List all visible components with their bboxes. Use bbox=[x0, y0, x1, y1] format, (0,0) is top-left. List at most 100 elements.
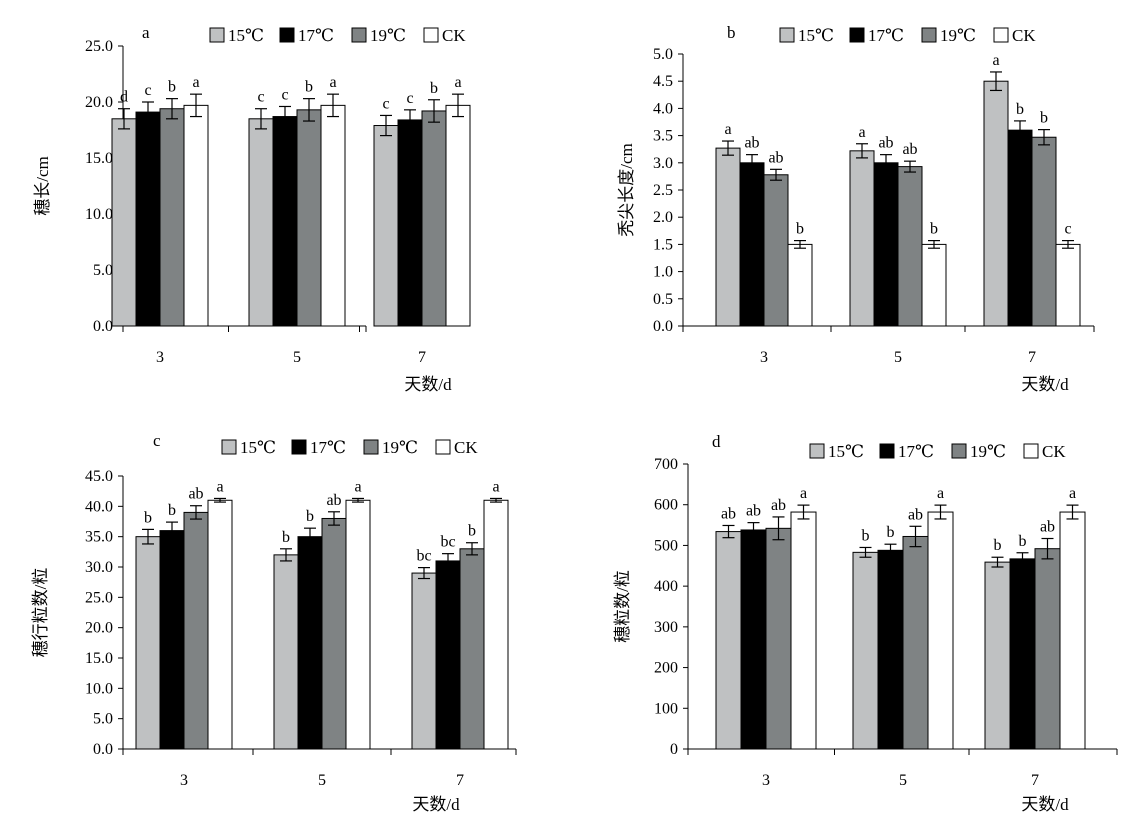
y-tick-label: 0.0 bbox=[653, 318, 673, 335]
significance-label: a bbox=[329, 74, 336, 91]
y-tick-label: 5.0 bbox=[93, 711, 113, 728]
significance-label: b bbox=[468, 523, 476, 540]
legend-label: 19℃ bbox=[940, 26, 976, 45]
legend-swatch bbox=[951, 443, 967, 459]
chart-panel-a: a0.05.010.015.020.025.03 5 7d c cc c cb b ba a a穗长… bbox=[33, 23, 471, 366]
legend: 15℃ 17℃ 19℃ CK bbox=[209, 26, 466, 45]
y-tick-label: 4.5 bbox=[653, 73, 673, 90]
y-tick-label: 600 bbox=[654, 497, 678, 514]
y-tick-label: 300 bbox=[654, 619, 678, 636]
bar bbox=[483, 499, 509, 750]
y-tick-label: 40.0 bbox=[85, 498, 113, 515]
significance-label: b bbox=[144, 509, 152, 526]
bar bbox=[902, 535, 929, 750]
bar bbox=[296, 109, 322, 327]
significance-label: ab bbox=[878, 135, 893, 152]
bar bbox=[1034, 548, 1061, 750]
y-tick-label: 5.0 bbox=[653, 46, 673, 63]
significance-label: ab bbox=[746, 503, 761, 520]
y-axis-title: 秃尖长度/cm bbox=[617, 143, 636, 237]
panel-letter: b bbox=[727, 23, 736, 42]
y-tick-label: 30.0 bbox=[85, 559, 113, 576]
significance-label: ab bbox=[744, 135, 759, 152]
y-tick-label: 10.0 bbox=[85, 680, 113, 697]
y-tick-label: 45.0 bbox=[85, 468, 113, 485]
bar bbox=[739, 162, 765, 327]
bar bbox=[983, 80, 1009, 327]
significance-label: b bbox=[168, 79, 176, 96]
significance-label: ab bbox=[721, 505, 736, 522]
significance-label: b bbox=[1016, 101, 1024, 118]
y-tick-label: 2.0 bbox=[653, 209, 673, 226]
legend-swatch bbox=[879, 443, 895, 459]
y-tick-label: 15.0 bbox=[85, 150, 113, 167]
significance-label: b bbox=[168, 502, 176, 519]
bar bbox=[787, 243, 813, 327]
bar bbox=[159, 108, 185, 327]
legend-swatch bbox=[363, 439, 379, 455]
bar bbox=[921, 243, 947, 327]
bar bbox=[321, 517, 347, 750]
y-tick-label: 10.0 bbox=[85, 206, 113, 223]
y-axis-title: 穗长/cm bbox=[33, 156, 52, 216]
legend-swatch bbox=[993, 27, 1009, 43]
bar bbox=[373, 125, 399, 327]
significance-label: b bbox=[306, 508, 314, 525]
bar bbox=[1055, 243, 1081, 327]
significance-label: b bbox=[305, 79, 313, 96]
legend-swatch bbox=[921, 27, 937, 43]
bar bbox=[183, 104, 209, 327]
panel-letter: c bbox=[153, 431, 161, 450]
bar bbox=[111, 118, 137, 327]
x-tick-label: 7 bbox=[456, 772, 464, 789]
bar bbox=[877, 549, 904, 750]
significance-label: ab bbox=[1040, 519, 1055, 536]
significance-label: c bbox=[144, 82, 151, 99]
y-tick-label: 20.0 bbox=[85, 94, 113, 111]
significance-label: c bbox=[257, 89, 264, 106]
x-tick-label: 7 bbox=[1028, 349, 1036, 366]
bar bbox=[272, 116, 298, 327]
x-axis-title: 天数/d bbox=[1021, 375, 1069, 394]
chart-panel-b: b0.00.51.01.52.02.53.03.54.04.55.03 5 7a aa… bbox=[617, 23, 1095, 394]
significance-label: ab bbox=[902, 141, 917, 158]
legend-label: 15℃ bbox=[240, 438, 276, 457]
legend-swatch bbox=[1023, 443, 1039, 459]
significance-label: a bbox=[724, 121, 731, 138]
chart-panel-c: c 0.0 5.0 10.0 15.0 20.0 25.0 30.0 35.0 40.0 45.0 3… bbox=[31, 431, 517, 814]
bar bbox=[297, 536, 323, 750]
significance-label: ab bbox=[771, 497, 786, 514]
y-axis-title: 穗粒数/粒 bbox=[613, 570, 632, 643]
x-tick-label: 3 bbox=[762, 772, 770, 789]
legend-label: 17℃ bbox=[310, 438, 346, 457]
legend-swatch bbox=[209, 27, 225, 43]
y-tick-label: 1.0 bbox=[653, 264, 673, 281]
legend: 15℃ 17℃ 19℃ CK bbox=[809, 442, 1066, 461]
legend-swatch bbox=[849, 27, 865, 43]
significance-label: a bbox=[216, 478, 223, 495]
significance-label: a bbox=[192, 74, 199, 91]
panel-letter: d bbox=[712, 432, 721, 451]
legend-swatch bbox=[435, 439, 451, 455]
y-tick-label: 0.0 bbox=[93, 318, 113, 335]
y-tick-label: 20.0 bbox=[85, 620, 113, 637]
significance-label: b bbox=[796, 221, 804, 238]
y-tick-label: 0.0 bbox=[93, 741, 113, 758]
legend-label: 15℃ bbox=[828, 442, 864, 461]
legend-swatch bbox=[351, 27, 367, 43]
x-axis-title-panel-a: 天数/d bbox=[404, 375, 452, 394]
bar bbox=[1059, 511, 1086, 750]
x-tick-label: 7 bbox=[1031, 772, 1039, 789]
legend-label: CK bbox=[1012, 26, 1036, 45]
y-tick-label: 25.0 bbox=[85, 589, 113, 606]
significance-label: b bbox=[862, 527, 870, 544]
x-tick-label: 3 bbox=[760, 349, 768, 366]
bar bbox=[763, 174, 789, 327]
significance-label: c bbox=[1064, 221, 1071, 238]
significance-label: c bbox=[406, 90, 413, 107]
bar bbox=[248, 118, 274, 327]
bar bbox=[873, 162, 899, 327]
bar bbox=[852, 551, 879, 750]
legend-swatch bbox=[809, 443, 825, 459]
y-tick-label: 35.0 bbox=[85, 529, 113, 546]
